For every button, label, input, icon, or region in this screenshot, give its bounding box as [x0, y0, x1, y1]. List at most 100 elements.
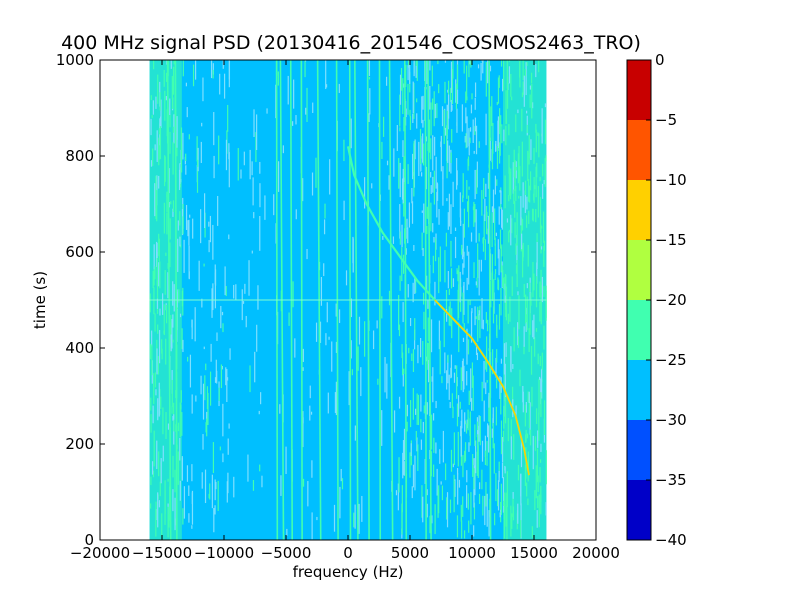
noise-streak — [536, 510, 538, 528]
noise-streak — [354, 425, 356, 441]
noise-streak — [206, 418, 208, 437]
y-tick-label: 200 — [65, 435, 94, 453]
noise-streak — [507, 418, 509, 442]
noise-streak — [189, 354, 192, 388]
noise-streak — [496, 101, 498, 106]
noise-streak — [228, 152, 230, 188]
noise-streak — [164, 490, 166, 525]
noise-streak — [201, 298, 203, 308]
noise-streak — [182, 132, 184, 160]
noise-streak — [537, 132, 539, 137]
noise-streak — [478, 415, 480, 442]
noise-streak — [484, 495, 486, 526]
noise-streak — [325, 60, 327, 90]
noise-streak — [156, 242, 158, 259]
noise-streak — [409, 60, 411, 84]
noise-streak — [531, 83, 533, 119]
noise-streak — [398, 158, 400, 189]
noise-streak — [177, 451, 179, 485]
noise-streak — [440, 141, 442, 148]
noise-streak — [417, 444, 419, 471]
noise-streak — [401, 503, 403, 533]
noise-streak — [518, 145, 520, 181]
noise-streak — [516, 260, 518, 288]
noise-streak — [485, 481, 487, 507]
noise-streak — [512, 498, 514, 518]
noise-streak — [545, 155, 547, 162]
noise-streak — [260, 392, 262, 405]
noise-streak — [402, 78, 404, 115]
doppler-curve-peak — [434, 299, 530, 476]
noise-streak — [219, 73, 221, 95]
noise-streak — [543, 240, 546, 251]
noise-streak — [533, 314, 535, 340]
noise-streak — [542, 183, 544, 199]
noise-streak — [441, 376, 443, 384]
noise-streak — [463, 208, 466, 238]
noise-streak — [353, 512, 355, 528]
y-axis: 0 200 400 600 800 1000 — [56, 51, 596, 549]
noise-streak — [455, 79, 457, 103]
noise-streak — [172, 98, 174, 109]
noise-streak — [502, 430, 505, 442]
noise-streak — [169, 242, 171, 268]
noise-streak — [505, 275, 507, 296]
noise-streak — [501, 207, 503, 228]
noise-streak — [515, 264, 518, 274]
noise-streak — [158, 233, 160, 257]
noise-streak — [530, 139, 532, 160]
noise-streak — [407, 65, 409, 81]
noise-streak — [465, 133, 467, 149]
noise-streak — [295, 115, 297, 125]
noise-streak — [538, 412, 540, 441]
y-tick-label: 600 — [65, 243, 94, 261]
noise-streak — [444, 352, 446, 374]
noise-streak — [521, 141, 523, 177]
noise-streak — [401, 224, 403, 248]
noise-streak — [173, 284, 175, 312]
noise-streak — [447, 354, 449, 363]
noise-streak — [536, 448, 539, 483]
noise-streak — [532, 435, 534, 470]
noise-streak — [487, 423, 489, 438]
noise-streak — [423, 311, 425, 330]
colorbar-segment — [627, 420, 651, 480]
heatmap — [149, 60, 547, 540]
noise-streak — [451, 68, 454, 104]
noise-streak — [471, 362, 474, 388]
noise-streak — [439, 340, 441, 375]
noise-streak — [466, 485, 468, 508]
noise-streak — [174, 469, 176, 493]
noise-streak — [505, 492, 507, 527]
noise-streak — [170, 60, 172, 69]
noise-streak — [517, 109, 519, 114]
noise-streak — [545, 450, 547, 485]
noise-streak — [157, 324, 159, 334]
noise-streak — [544, 103, 547, 108]
noise-streak — [495, 473, 497, 502]
noise-streak — [220, 305, 222, 329]
noise-streak — [185, 82, 187, 87]
noise-streak — [432, 135, 434, 171]
noise-streak — [192, 64, 195, 87]
noise-streak — [470, 311, 473, 343]
noise-streak — [446, 125, 448, 162]
noise-streak — [494, 237, 496, 246]
noise-streak — [408, 202, 410, 228]
noise-streak — [542, 211, 545, 243]
noise-streak — [254, 351, 256, 383]
noise-streak — [418, 141, 420, 176]
noise-streak — [504, 466, 506, 474]
noise-streak — [492, 413, 494, 449]
noise-streak — [430, 451, 433, 477]
noise-streak — [357, 346, 359, 371]
noise-streak — [354, 504, 356, 529]
noise-streak — [470, 368, 472, 402]
noise-streak — [491, 212, 493, 248]
noise-streak — [154, 183, 156, 217]
noise-streak — [256, 324, 258, 352]
noise-streak — [369, 88, 371, 115]
noise-streak — [517, 153, 520, 184]
noise-streak — [171, 319, 173, 349]
noise-streak — [405, 108, 407, 118]
